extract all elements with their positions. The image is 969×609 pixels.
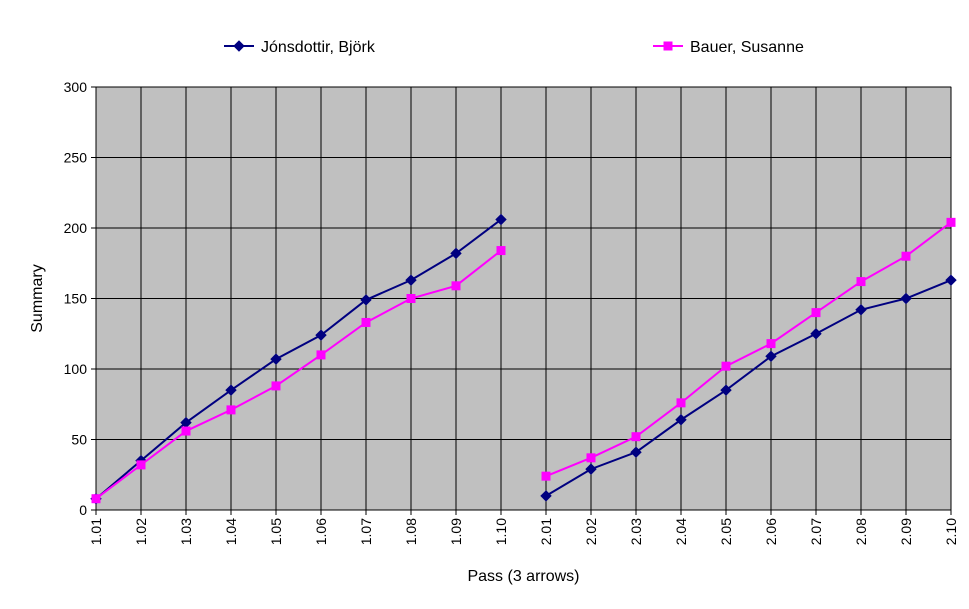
data-point (946, 217, 956, 227)
data-point (405, 274, 417, 286)
data-point (360, 294, 372, 306)
series-line (95, 249, 502, 500)
data-point (585, 463, 597, 475)
data-point (855, 304, 867, 316)
y-tick-label: 50 (71, 432, 87, 448)
data-point (675, 414, 687, 426)
legend-marker (663, 41, 673, 51)
data-point (451, 281, 461, 291)
y-axis-ticks: 0 50 100 150 200 250 300 (64, 79, 97, 518)
data-point (136, 460, 146, 470)
legend-marker (233, 40, 245, 52)
series-1 (90, 213, 957, 505)
data-point (676, 398, 686, 408)
data-point (225, 384, 237, 396)
x-tick-label: 2.01 (538, 518, 554, 545)
data-point (721, 361, 731, 371)
x-tick-label: 1.05 (268, 518, 284, 545)
series-line (95, 218, 502, 500)
x-tick-label: 1.06 (313, 518, 329, 545)
x-tick-label: 2.06 (763, 518, 779, 545)
data-point (495, 213, 507, 226)
x-tick-label: 2.02 (583, 518, 599, 545)
data-point (631, 432, 641, 442)
data-point (541, 471, 551, 481)
data-point (766, 339, 776, 349)
y-tick-label: 300 (64, 79, 88, 95)
data-point (316, 350, 326, 360)
x-tick-label: 1.09 (448, 518, 464, 545)
data-point (496, 246, 506, 256)
legend: Jónsdottir, Björk Bauer, Susanne (224, 39, 804, 56)
data-point (945, 274, 957, 286)
data-point (810, 328, 822, 340)
x-tick-label: 2.08 (853, 518, 869, 545)
data-point (811, 308, 821, 318)
y-tick-label: 250 (64, 150, 88, 166)
x-tick-label: 1.03 (178, 518, 194, 545)
data-point (586, 453, 596, 463)
legend-item: Bauer, Susanne (653, 39, 804, 56)
series-group (90, 213, 957, 505)
legend-label: Jónsdottir, Björk (261, 39, 376, 56)
data-point (226, 405, 236, 415)
data-point (270, 353, 282, 365)
x-tick-label: 1.10 (493, 518, 509, 545)
data-point (901, 251, 911, 261)
data-point (540, 490, 552, 502)
data-point (91, 494, 101, 504)
data-point (900, 292, 912, 305)
y-axis-label: Summary (29, 264, 46, 332)
data-point (271, 381, 281, 391)
legend-label: Bauer, Susanne (690, 39, 804, 56)
x-tick-label: 2.04 (673, 518, 689, 545)
series-line (545, 279, 952, 497)
data-point (315, 329, 327, 341)
x-axis-ticks: 1.01 1.02 1.03 1.04 1.05 1.06 1.07 1.08 1.09 1.10… (88, 509, 959, 545)
x-tick-label: 1.04 (223, 518, 239, 545)
x-axis-label: Pass (3 arrows) (467, 568, 579, 585)
data-point (181, 426, 191, 436)
series-2 (91, 217, 956, 504)
x-tick-label: 1.02 (133, 518, 149, 545)
legend-item: Jónsdottir, Björk (224, 39, 376, 56)
series-line (545, 221, 952, 478)
y-tick-label: 200 (64, 220, 88, 236)
data-point (765, 350, 777, 363)
x-tick-label: 1.01 (88, 518, 104, 545)
x-tick-label: 2.10 (943, 518, 959, 545)
x-tick-label: 2.07 (808, 518, 824, 545)
y-tick-label: 0 (79, 502, 87, 518)
x-tick-label: 2.03 (628, 518, 644, 545)
x-tick-label: 1.07 (358, 518, 374, 545)
data-point (406, 294, 416, 303)
data-point (361, 317, 371, 327)
x-tick-label: 2.05 (718, 518, 734, 545)
y-tick-label: 100 (64, 361, 88, 377)
data-point (856, 277, 866, 287)
x-tick-label: 2.09 (898, 518, 914, 545)
data-point (450, 247, 462, 260)
data-point (630, 446, 642, 458)
y-tick-label: 150 (64, 291, 88, 307)
x-tick-label: 1.08 (403, 518, 419, 545)
data-point (720, 384, 732, 396)
